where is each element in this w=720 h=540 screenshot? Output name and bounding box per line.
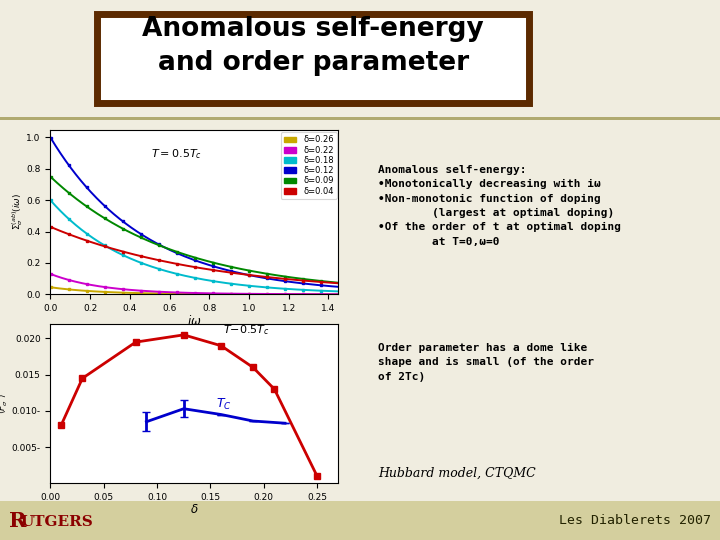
Text: UTGERS: UTGERS: [20, 515, 93, 529]
Bar: [0, 117, 720, 120]
Text: R: R: [9, 510, 26, 531]
Text: $T{-}0.5T_c$: $T{-}0.5T_c$: [223, 323, 270, 338]
Text: Hubbard model, CTQMC: Hubbard model, CTQMC: [378, 467, 536, 480]
Text: $T{=}0.5T_c$: $T{=}0.5T_c$: [151, 147, 202, 161]
Bar: [0, 501, 720, 540]
Text: Order parameter has a dome like
shape and is small (of the order
of 2Tc): Order parameter has a dome like shape an…: [378, 343, 594, 382]
FancyBboxPatch shape: [97, 14, 529, 103]
X-axis label: $\delta$: $\delta$: [190, 503, 199, 516]
Y-axis label: $\Sigma^{(ab)}_\sigma(i\omega)$: $\Sigma^{(ab)}_\sigma(i\omega)$: [10, 193, 25, 231]
Y-axis label: $\langle F^{sc}_\sigma \rangle$: $\langle F^{sc}_\sigma \rangle$: [0, 393, 10, 414]
Text: Les Diablerets 2007: Les Diablerets 2007: [559, 514, 711, 527]
Text: $T_C$: $T_C$: [216, 397, 231, 412]
Text: Anomalous self-energy:
•Monotonically decreasing with iω
•Non-monotonic function: Anomalous self-energy: •Monotonically de…: [378, 165, 621, 247]
Legend: δ=0.26, δ=0.22, δ=0.18, δ=0.12, δ=0.09, δ=0.04: δ=0.26, δ=0.22, δ=0.18, δ=0.12, δ=0.09, …: [281, 132, 337, 199]
Text: Anomalous self-energy
and order parameter: Anomalous self-energy and order paramete…: [143, 16, 484, 76]
X-axis label: $i\omega$: $i\omega$: [187, 314, 202, 328]
